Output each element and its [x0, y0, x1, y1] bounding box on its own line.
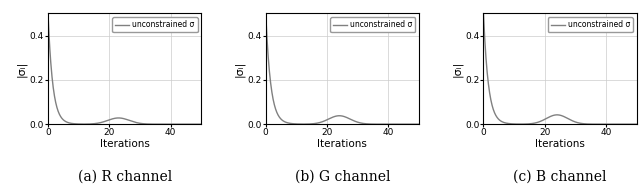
Legend: unconstrained σ: unconstrained σ [113, 17, 198, 32]
Y-axis label: |σᵢ|: |σᵢ| [234, 61, 244, 77]
X-axis label: Iterations: Iterations [100, 139, 150, 149]
Legend: unconstrained σ: unconstrained σ [548, 17, 633, 32]
X-axis label: Iterations: Iterations [535, 139, 585, 149]
X-axis label: Iterations: Iterations [317, 139, 367, 149]
Text: (c) B channel: (c) B channel [513, 169, 607, 183]
Text: (b) G channel: (b) G channel [294, 169, 390, 183]
Legend: unconstrained σ: unconstrained σ [330, 17, 415, 32]
Y-axis label: |σᵢ|: |σᵢ| [452, 61, 462, 77]
Text: (a) R channel: (a) R channel [77, 169, 172, 183]
Y-axis label: |σᵢ|: |σᵢ| [16, 61, 27, 77]
